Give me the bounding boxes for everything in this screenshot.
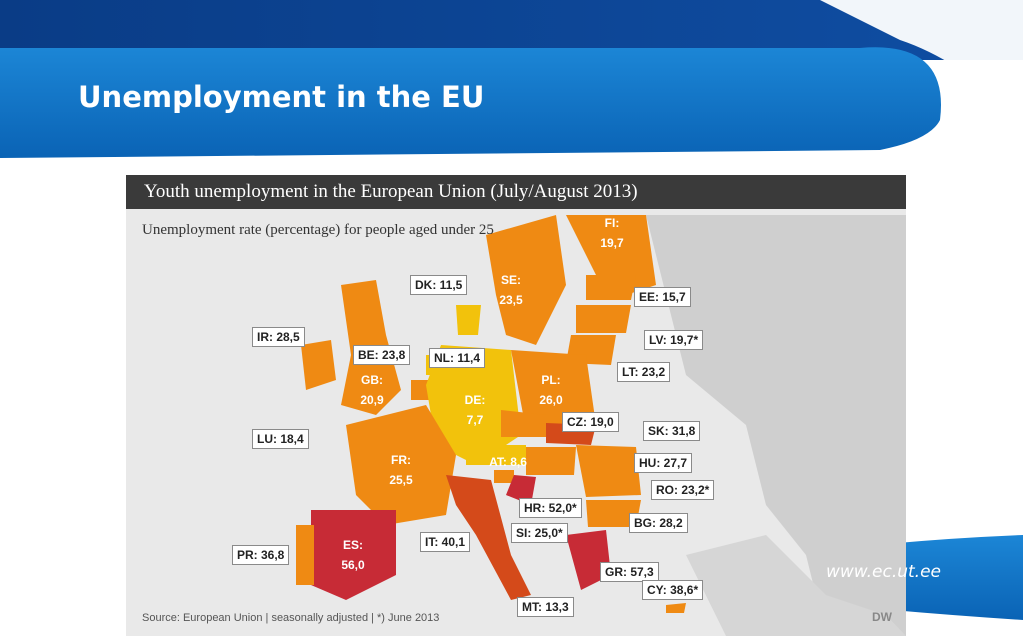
region-pl	[511, 350, 596, 430]
region-bg	[586, 500, 641, 527]
callout-cy: CY: 38,6*	[642, 580, 704, 600]
callout-ee: EE: 15,7	[634, 287, 691, 307]
map-credit: DW	[872, 610, 892, 624]
callout-bg: BG: 28,2	[629, 513, 688, 533]
inline-label-pl: PL: 26,0	[539, 373, 563, 407]
slide-title: Unemployment in the EU	[78, 80, 485, 114]
inline-label-fi: FI: 19,7	[600, 216, 624, 250]
callout-lu: LU: 18,4	[252, 429, 309, 449]
region-dk	[456, 305, 481, 335]
callout-lv: LV: 19,7*	[644, 330, 704, 350]
non-eu-land	[646, 215, 906, 636]
callout-be: BE: 23,8	[353, 345, 411, 365]
inline-label-es: ES: 56,0	[341, 538, 365, 572]
callout-mt: MT: 13,3	[517, 597, 574, 617]
inline-label-de: DE: 7,7	[464, 393, 486, 427]
website-url: www.ec.ut.ee	[826, 562, 941, 582]
callout-ro: RO: 23,2*	[651, 480, 715, 500]
map-shapes	[296, 215, 906, 636]
inline-label-se: SE: 23,5	[499, 273, 523, 307]
callout-lt: LT: 23,2	[617, 362, 671, 382]
region-ee	[586, 275, 636, 300]
callout-si: SI: 25,0*	[511, 523, 568, 543]
callout-hu: HU: 27,7	[634, 453, 693, 473]
region-ir	[301, 340, 336, 390]
inline-label-gb: GB: 20,9	[360, 373, 384, 407]
region-it	[446, 475, 531, 600]
callout-dk: DK: 11,5	[410, 275, 468, 295]
region-pt	[296, 525, 314, 585]
map-source-note: Source: European Union | seasonally adju…	[142, 612, 440, 624]
map-subtitle: Unemployment rate (percentage) for peopl…	[142, 222, 494, 238]
callout-hr: HR: 52,0*	[519, 498, 582, 518]
region-hr	[506, 475, 536, 505]
region-ro	[576, 445, 641, 497]
region-cy	[666, 603, 686, 613]
callout-ir: IR: 28,5	[252, 327, 305, 347]
region-fr	[346, 405, 456, 525]
region-de	[426, 345, 521, 465]
callout-sk: SK: 31,8	[643, 421, 701, 441]
map-title: Youth unemployment in the European Union…	[144, 181, 638, 202]
region-hu	[526, 447, 576, 475]
region-at	[466, 445, 526, 465]
region-se	[486, 215, 566, 345]
callout-cz: CZ: 19,0	[562, 412, 619, 432]
callout-gr: GR: 57,3	[600, 562, 659, 582]
region-gr	[566, 530, 611, 590]
inline-label-fr: FR: 25,5	[389, 453, 413, 487]
region-cz	[501, 410, 546, 437]
youth-unemployment-map: Youth unemployment in the European Union…	[126, 175, 906, 636]
region-es	[311, 510, 396, 600]
inline-label-at: AT: 8,6	[489, 455, 527, 469]
callout-it: IT: 40,1	[420, 532, 471, 552]
region-si	[494, 470, 514, 483]
map-header: Youth unemployment in the European Union…	[126, 175, 906, 209]
callout-pr: PR: 36,8	[232, 545, 290, 565]
callout-nl: NL: 11,4	[429, 348, 486, 368]
region-lv	[576, 305, 631, 333]
